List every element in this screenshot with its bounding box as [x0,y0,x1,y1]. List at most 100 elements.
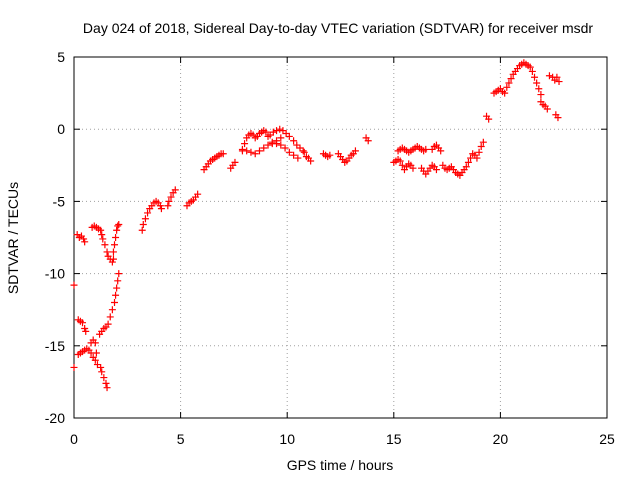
data-point [141,215,149,223]
data-point [109,255,117,263]
y-tick-label: -10 [45,266,65,282]
data-point [243,147,251,155]
data-point [398,161,406,169]
data-point [103,248,111,256]
data-point [138,226,146,234]
data-point [99,235,107,243]
data-point [102,379,110,387]
data-point [273,127,281,135]
data-point [82,327,90,335]
data-point [290,137,298,145]
data-point [251,150,259,158]
data-point [113,226,121,234]
data-point [194,190,202,198]
data-point [241,140,249,148]
data-point [432,166,440,174]
data-point [485,115,493,123]
data-point [115,221,123,229]
data-point [531,73,539,81]
data-point [505,79,513,87]
data-point [475,148,483,156]
data-point [219,150,227,158]
data-point [97,226,105,234]
data-point [164,202,172,210]
y-tick-label: -20 [45,410,65,426]
x-tick-label: 0 [70,431,78,447]
data-point [101,241,109,249]
data-point [473,154,481,162]
data-point [545,72,553,80]
data-point [165,197,173,205]
data-point [464,158,472,166]
data-point [533,79,541,87]
data-point [277,134,285,142]
data-point [537,91,545,99]
data-point [255,147,263,155]
plot-frame [73,56,608,419]
data-point [139,221,147,229]
data-point [300,148,308,156]
data-point [104,320,112,328]
data-point [115,270,123,278]
data-point [171,186,179,194]
data-point [103,384,111,392]
data-point [535,85,543,93]
data-point [98,368,106,376]
data-point [467,154,475,162]
data-point [462,163,470,171]
data-point [396,157,404,165]
data-point [97,363,105,371]
data-point [555,78,563,86]
data-point [543,105,551,113]
data-point [276,125,284,133]
x-tick-label: 5 [177,431,185,447]
data-point [326,151,334,159]
data-point [111,241,119,249]
data-point [79,319,87,327]
data-point [144,209,152,217]
data-point [477,143,485,151]
data-point [112,291,120,299]
data-point [437,147,445,155]
data-point [285,148,293,156]
y-tick-label: 5 [57,49,65,65]
data-point [91,339,99,347]
data-point [277,141,285,149]
data-point [273,140,281,148]
data-point [81,238,89,246]
chart-title: Day 024 of 2018, Sidereal Day-to-day VTE… [83,20,593,36]
data-point [281,144,289,152]
data-point [269,128,277,136]
y-tick-label: -5 [53,193,66,209]
data-point [503,83,511,91]
data-point [290,151,298,159]
data-point [247,148,255,156]
data-point [554,114,562,122]
data-point [299,147,307,155]
data-point [108,306,116,314]
data-point [364,137,372,145]
data-point [114,222,122,230]
axis-ticks: 0 5 10 15 20 25 -20 -15 -10 -5 0 5 [45,49,615,447]
data-point [260,144,268,152]
x-tick-label: 15 [386,431,402,447]
x-axis-label: GPS time / hours [287,457,394,473]
y-tick-label: -15 [45,338,65,354]
data-point [526,63,534,71]
data-point [100,374,108,382]
data-point [351,147,359,155]
data-point [114,277,122,285]
data-point [285,132,293,140]
data-point [231,158,239,166]
data-point [264,141,272,149]
data-point [409,164,417,172]
data-point [98,231,106,239]
data-point [507,75,515,83]
data-point [113,284,121,292]
data-point [268,138,276,146]
y-tick-label: 0 [57,121,65,137]
data-point [238,145,246,153]
y-axis-label: SDTVAR / TECUs [5,182,21,294]
data-point [262,128,270,136]
